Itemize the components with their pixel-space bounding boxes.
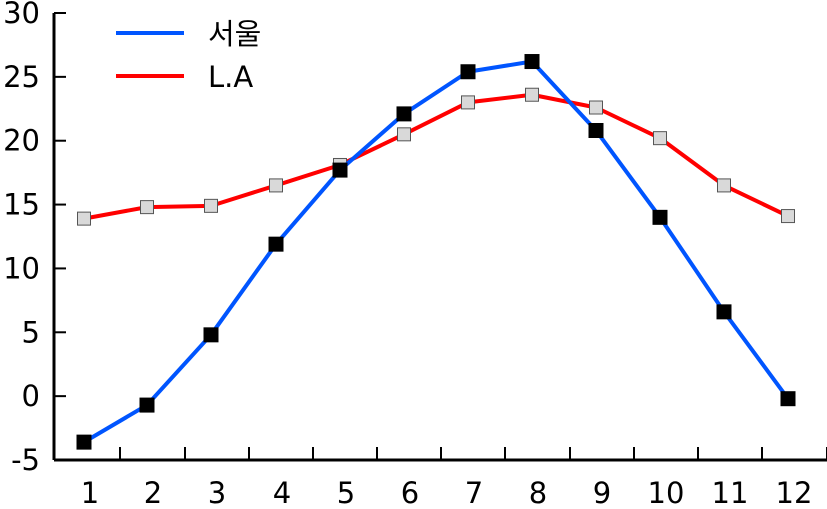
data-point <box>203 327 219 343</box>
y-axis: -5 0 5 10 15 20 25 30 <box>3 0 66 477</box>
data-point <box>332 162 348 178</box>
legend-label: L.A <box>208 60 253 94</box>
data-point <box>77 211 91 226</box>
series-la <box>77 87 795 226</box>
data-point <box>589 100 603 115</box>
x-tick-label: 2 <box>144 476 162 509</box>
y-tick-label: 15 <box>3 188 40 222</box>
data-point <box>460 64 476 80</box>
y-tick-label: 0 <box>22 379 40 413</box>
series-line <box>83 92 789 221</box>
legend-label: 서울 <box>208 17 261 51</box>
data-point <box>716 304 732 320</box>
x-tick-label: 11 <box>712 476 749 509</box>
x-tick-label: 1 <box>81 476 99 509</box>
x-tick-label: 9 <box>593 476 611 509</box>
data-point <box>139 397 155 413</box>
data-point <box>268 236 284 252</box>
x-tick-label: 5 <box>337 476 355 509</box>
data-point <box>269 178 283 193</box>
x-tick-label: 10 <box>648 476 685 509</box>
series-seoul <box>76 54 796 450</box>
data-point <box>525 87 539 102</box>
data-point <box>652 209 668 225</box>
y-tick-label: 25 <box>3 60 40 94</box>
x-tick-label: 3 <box>208 476 226 509</box>
y-tick-label: -5 <box>11 443 40 477</box>
data-point <box>396 106 412 122</box>
data-point <box>204 198 218 213</box>
x-tick-label: 6 <box>401 476 419 509</box>
legend: 서울 L.A <box>116 17 261 94</box>
series-layer <box>76 54 796 450</box>
data-point <box>588 122 604 138</box>
data-point <box>140 200 154 215</box>
y-tick-label: 5 <box>22 315 40 349</box>
data-point <box>397 127 411 142</box>
y-tick-label: 30 <box>3 0 40 30</box>
series-line <box>82 59 790 444</box>
x-tick-label: 12 <box>776 476 813 509</box>
x-axis: 1 2 3 4 5 6 7 8 9 10 11 12 <box>53 447 827 509</box>
x-tick-label: 8 <box>529 476 547 509</box>
x-tick-label: 4 <box>273 476 291 509</box>
data-point <box>461 95 475 110</box>
data-point <box>717 178 731 193</box>
data-point <box>780 391 796 407</box>
data-point <box>76 434 92 450</box>
x-tick-label: 7 <box>465 476 483 509</box>
data-point <box>653 131 667 146</box>
y-tick-label: 20 <box>3 124 40 158</box>
y-tick-label: 10 <box>3 251 40 285</box>
data-point <box>781 209 795 224</box>
data-point <box>524 54 540 70</box>
